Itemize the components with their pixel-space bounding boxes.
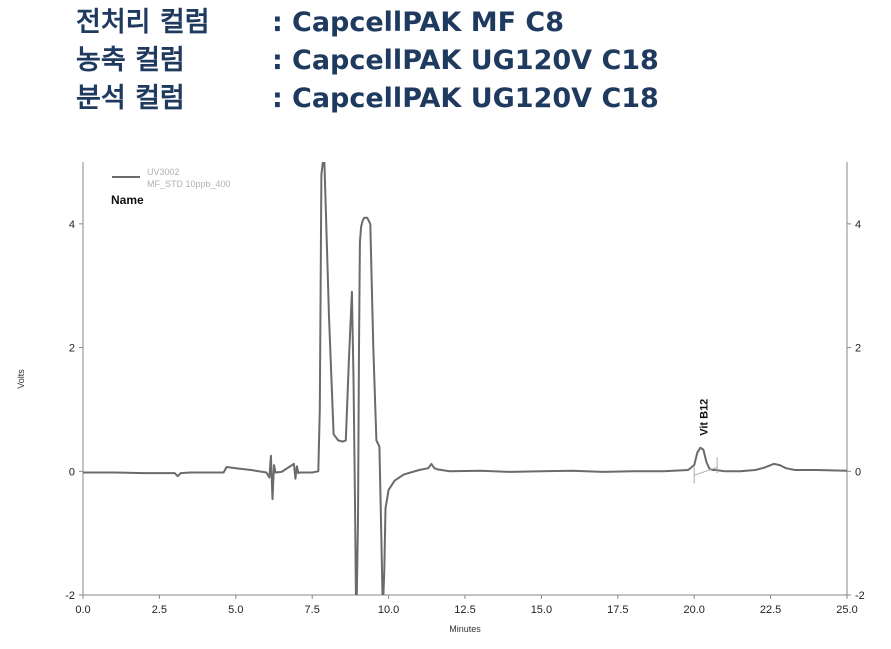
x-tick-label: 22.5 [760,604,781,616]
header-separator: : [272,7,283,38]
y-tick-label-right: 4 [855,219,861,231]
x-tick-label: 12.5 [454,604,475,616]
header-value: CapcellPAK UG120V C18 [292,83,659,114]
legend-line1: UV3002 [147,167,180,177]
y-axis-label: Volts [16,369,26,389]
x-axis-label: Minutes [449,624,481,634]
y-tick-label-right: 2 [855,343,861,355]
y-tick-label-left: 0 [69,466,75,478]
header-value: CapcellPAK UG120V C18 [292,45,659,76]
x-tick-label: 17.5 [607,604,628,616]
header-line-analysis: 분석 컬럼 : CapcellPAK UG120V C18 [76,80,659,118]
plot-frame [82,162,848,596]
series-line-uv3002 [83,162,847,595]
x-tick-label: 25.0 [836,604,857,616]
y-tick-label-left: 2 [69,343,75,355]
y-tick-label-right: -2 [855,590,865,602]
header-separator: : [272,45,283,76]
legend: UV3002 MF_STD 10ppb_400 Name [111,167,231,207]
column-info-header: 전처리 컬럼 : CapcellPAK MF C8 농축 컬럼 : Capcel… [76,4,659,118]
y-tick-label-left: 4 [69,219,75,231]
x-tick-label: 7.5 [305,604,320,616]
header-label: 전처리 컬럼 [76,7,210,38]
x-tick-label: 2.5 [152,604,167,616]
axis-ticks: 0.0 2.5 5.0 7.5 10.0 12.5 15.0 17.5 20.0 22.5 25.0… [65,219,865,616]
header-line-pretreatment: 전처리 컬럼 : CapcellPAK MF C8 [76,4,659,42]
header-separator: : [272,83,283,114]
header-label: 농축 컬럼 [76,45,185,76]
x-tick-label: 5.0 [228,604,243,616]
y-tick-label-right: 0 [855,466,861,478]
peak-label-vit-b12: Vit B12 [698,399,710,436]
y-tick-label-left: -2 [65,590,75,602]
x-tick-label: 10.0 [378,604,399,616]
legend-name-label: Name [111,193,144,207]
header-label: 분석 컬럼 [76,83,185,114]
header-line-concentration: 농축 컬럼 : CapcellPAK UG120V C18 [76,42,659,80]
header-value: CapcellPAK MF C8 [292,7,565,38]
series-layer [83,162,847,595]
legend-line2: MF_STD 10ppb_400 [147,179,231,189]
integration-baseline [694,466,718,476]
x-tick-label: 20.0 [683,604,704,616]
x-tick-label: 15.0 [531,604,552,616]
x-tick-label: 0.0 [75,604,90,616]
